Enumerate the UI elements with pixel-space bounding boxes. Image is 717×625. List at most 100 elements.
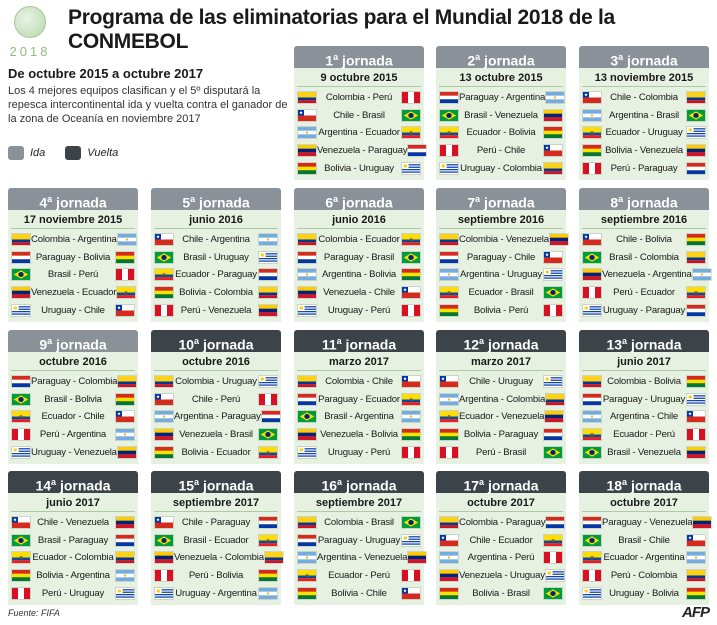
jornada-suffix: jornada	[480, 194, 535, 211]
argentina-flag-icon	[439, 551, 459, 565]
paraguay-flag-icon	[297, 533, 317, 547]
ecuador-flag-icon	[154, 268, 174, 282]
bolivia-flag-icon	[582, 144, 602, 158]
match-row: Venezuela - Paraguay	[294, 142, 428, 160]
uruguay-flag-icon	[686, 126, 706, 140]
match-row: Bolivia - Brasil	[436, 584, 566, 602]
brasil-flag-icon	[543, 286, 563, 300]
match-label: Argentina - Colombia	[459, 393, 546, 405]
match-row: Perú - Paraguay	[579, 159, 709, 177]
jornada-suffix: jornada	[195, 194, 250, 211]
match-label: Venezuela - Chile	[323, 287, 395, 299]
venezuela-flag-icon	[297, 144, 317, 158]
jornada-suffix: jornada	[199, 477, 254, 494]
jornada-header: 10a jornada	[151, 330, 281, 353]
match-label: Paraguay - Ecuador	[318, 393, 400, 405]
match-label: Perú - Argentina	[39, 429, 107, 441]
peru-flag-icon	[401, 569, 421, 583]
match-label: Bolivia - Ecuador	[181, 446, 251, 458]
match-label: Venezuela - Brasil	[179, 429, 253, 441]
venezuela-flag-icon	[548, 233, 569, 247]
jornada-number: 8	[610, 194, 619, 211]
football-icon	[14, 6, 46, 38]
chile-flag-icon	[686, 533, 706, 547]
match-row: Paraguay - Ecuador	[294, 391, 424, 409]
colombia-flag-icon	[543, 161, 563, 175]
match-row: Colombia - Bolivia	[579, 373, 709, 391]
jornada-number: 17	[463, 477, 480, 494]
match-label: Venezuela - Bolivia	[320, 429, 398, 441]
match-label: Colombia - Paraguay	[459, 517, 546, 529]
peru-flag-icon	[543, 303, 563, 317]
jornada-body: junio 2017 Colombia - Bolivia Paraguay - U…	[579, 352, 709, 464]
paraguay-flag-icon	[439, 250, 459, 264]
match-label: Colombia - Perú	[325, 92, 393, 104]
chile-flag-icon	[439, 375, 459, 389]
jornada-body: marzo 2017 Chile - Uruguay Argentina - Col…	[436, 352, 566, 464]
match-label: Chile - Uruguay	[469, 376, 533, 388]
ecuador-flag-icon	[401, 126, 421, 140]
colombia-flag-icon	[439, 233, 459, 247]
logo-year: 2018	[9, 44, 51, 59]
uruguay-flag-icon	[11, 303, 31, 317]
peru-flag-icon	[439, 445, 459, 459]
match-label: Ecuador - Colombia	[32, 552, 114, 564]
argentina-flag-icon	[691, 268, 712, 282]
legend: Ida Vuelta	[8, 146, 132, 160]
match-row: Perú - Colombia	[579, 567, 709, 585]
chile-flag-icon	[115, 410, 135, 424]
match-label: Paraguay - Chile	[466, 251, 536, 263]
jornada-ordinal: a	[51, 477, 57, 487]
jornada-number: 3	[610, 52, 619, 69]
paraguay-flag-icon	[545, 516, 566, 530]
jornada-card: 14a jornada junio 2017 Chile - Venezuela Br…	[8, 471, 138, 605]
match-row: Chile - Perú	[151, 391, 281, 409]
jornada-body: septiembre 2016 Colombia - Venezuela Parag…	[436, 210, 569, 322]
match-row: Colombia - Perú	[294, 89, 424, 107]
jornada-ordinal: a	[622, 336, 628, 346]
match-label: Bolivia - Perú	[473, 304, 529, 316]
jornada-date: septiembre 2017	[297, 495, 421, 512]
jornada-body: junio 2016 Colombia - Ecuador Paraguay - B…	[294, 210, 424, 322]
colombia-flag-icon	[686, 91, 706, 105]
uruguay-flag-icon	[11, 445, 31, 459]
jornada-header: 9a jornada	[8, 330, 138, 353]
chile-flag-icon	[11, 516, 31, 530]
jornada-body: octubre 2017 Paraguay - Venezuela Brasil -…	[579, 493, 713, 605]
match-row: Chile - Colombia	[579, 89, 709, 107]
match-label: Ecuador - Argentina	[603, 552, 685, 564]
argentina-flag-icon	[297, 126, 317, 140]
argentina-flag-icon	[297, 268, 317, 282]
jornada-body: 13 octubre 2015 Paraguay - Argentina Brasi…	[436, 68, 566, 180]
jornada-card: 4a jornada 17 noviembre 2015 Colombia - Ar…	[8, 188, 138, 322]
colombia-flag-icon	[258, 286, 278, 300]
uruguay-flag-icon	[297, 445, 317, 459]
jornada-header: 5a jornada	[151, 188, 281, 211]
jornada-number: 10	[178, 336, 195, 353]
match-row: Argentina - Colombia	[436, 391, 566, 409]
ecuador-flag-icon	[686, 286, 706, 300]
bolivia-flag-icon	[439, 303, 459, 317]
colombia-flag-icon	[297, 233, 317, 247]
jornada-date: junio 2016	[154, 212, 278, 229]
argentina-flag-icon	[401, 410, 421, 424]
jornada-body: marzo 2017 Colombia - Chile Paraguay - Ecu…	[294, 352, 424, 464]
world-cup-logo: 2018	[6, 6, 54, 62]
paraguay-flag-icon	[11, 250, 31, 264]
paraguay-flag-icon	[439, 91, 459, 105]
match-label: Uruguay - Paraguay	[602, 304, 686, 316]
match-label: Chile - Venezuela	[37, 517, 109, 529]
match-row: Uruguay - Argentina	[151, 584, 281, 602]
brasil-flag-icon	[543, 445, 563, 459]
jornada-number: 12	[463, 336, 480, 353]
jornada-card: 15a jornada septiembre 2017 Chile - Paragu…	[151, 471, 284, 605]
uruguay-flag-icon	[258, 250, 278, 264]
jornada-body: 9 octubre 2015 Colombia - Perú Chile - Bra…	[294, 68, 428, 180]
match-label: Uruguay - Chile	[41, 304, 105, 316]
jornada-header: 11a jornada	[294, 330, 424, 353]
match-row: Venezuela - Bolivia	[294, 426, 424, 444]
match-label: Chile - Paraguay	[181, 517, 251, 529]
match-row: Colombia - Uruguay	[151, 373, 281, 391]
venezuela-flag-icon	[582, 268, 602, 282]
match-label: Ecuador - Perú	[328, 570, 390, 582]
